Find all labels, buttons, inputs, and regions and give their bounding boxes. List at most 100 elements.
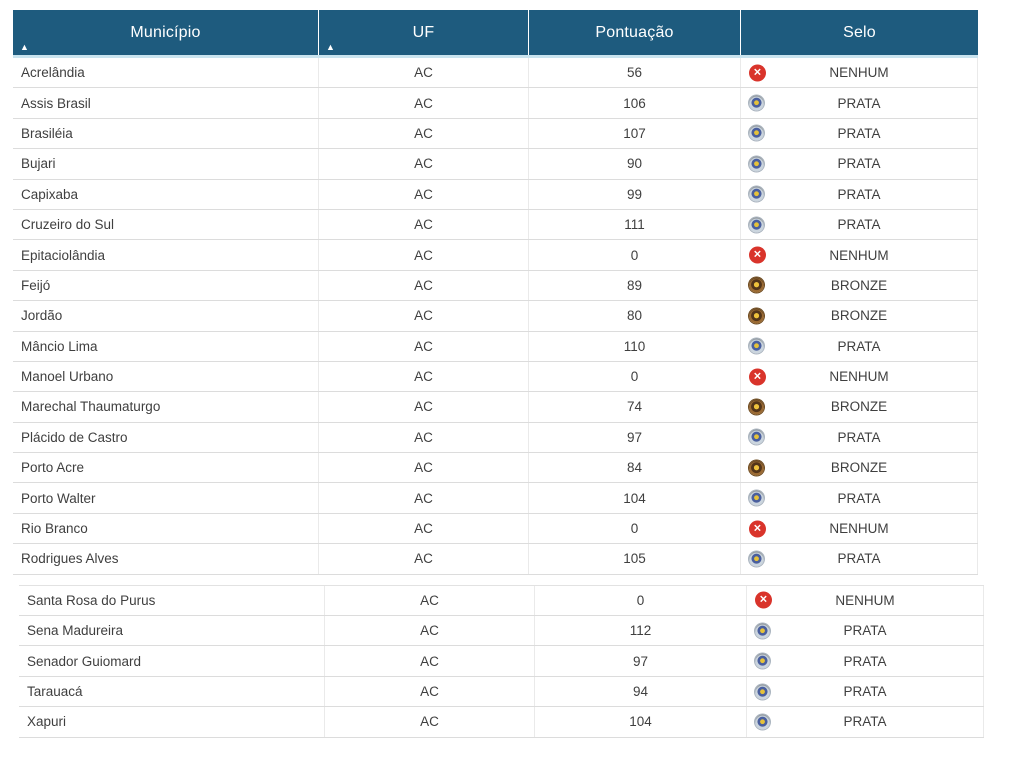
uf-cell: AC <box>318 179 528 209</box>
selo-prata-icon <box>755 714 770 730</box>
selo-label: PRATA <box>837 125 881 141</box>
column-header-label: Selo <box>843 23 876 41</box>
selo-label: PRATA <box>837 95 881 111</box>
table-row[interactable]: Marechal Thaumaturgo AC 74 BRONZE <box>13 392 978 423</box>
table-row[interactable]: Rio Branco AC 0 ✕ NENHUM <box>13 513 978 545</box>
municipality-table: Município ▲ UF ▲ Pontuação Selo Acrelând… <box>13 10 984 738</box>
pontuacao-cell: 111 <box>528 209 740 240</box>
pontuacao-cell: 0 <box>528 240 740 270</box>
municipio-cell: Brasiléia <box>21 125 73 141</box>
table-row[interactable]: Manoel Urbano AC 0 ✕ NENHUM <box>13 361 978 393</box>
pontuacao-cell: 110 <box>528 331 740 361</box>
selo-prata-icon <box>749 186 764 202</box>
pontuacao-cell: 90 <box>528 149 740 179</box>
selo-bronze-icon <box>749 460 764 476</box>
column-header-municipio[interactable]: Município ▲ <box>13 10 318 55</box>
uf-cell: AC <box>318 240 528 270</box>
uf-cell: AC <box>318 58 528 88</box>
municipio-cell: Assis Brasil <box>21 95 91 111</box>
table-row[interactable]: Plácido de Castro AC 97 PRATA <box>13 422 978 454</box>
table-row[interactable]: Sena Madureira AC 112 PRATA <box>19 616 984 647</box>
uf-cell: AC <box>318 118 528 149</box>
table-row[interactable]: Cruzeiro do Sul AC 111 PRATA <box>13 209 978 241</box>
selo-cell: BRONZE <box>740 453 978 483</box>
pontuacao-cell: 105 <box>528 544 740 574</box>
pontuacao-cell: 0 <box>534 585 746 616</box>
selo-bronze-icon <box>749 308 764 324</box>
column-header-label: Município <box>130 23 201 41</box>
selo-cell: ✕ NENHUM <box>740 513 978 544</box>
selo-cell: ✕ NENHUM <box>740 58 978 88</box>
selo-cell: BRONZE <box>740 270 978 301</box>
table-row[interactable]: Epitaciolândia AC 0 ✕ NENHUM <box>13 240 978 271</box>
selo-cell: ✕ NENHUM <box>740 240 978 270</box>
table-row[interactable]: Bujari AC 90 PRATA <box>13 149 978 180</box>
selo-label: BRONZE <box>830 460 888 476</box>
selo-cell: BRONZE <box>740 392 978 422</box>
selo-nenhum-icon: ✕ <box>749 246 766 264</box>
selo-label: BRONZE <box>830 277 888 293</box>
uf-cell: AC <box>324 585 534 616</box>
table-row[interactable]: Santa Rosa do Purus AC 0 ✕ NENHUM <box>19 584 984 617</box>
table-row[interactable]: Porto Acre AC 84 BRONZE <box>13 453 978 484</box>
table-row[interactable]: Jordão AC 80 BRONZE <box>13 301 978 332</box>
municipio-cell: Sena Madureira <box>27 623 124 639</box>
selo-label: PRATA <box>843 623 887 639</box>
table-row[interactable]: Senador Guiomard AC 97 PRATA <box>19 646 984 677</box>
table-row[interactable]: Mâncio Lima AC 110 PRATA <box>13 331 978 362</box>
uf-cell: AC <box>318 483 528 513</box>
selo-cell: PRATA <box>740 149 978 179</box>
municipio-cell: Capixaba <box>21 186 79 202</box>
table-row[interactable]: Rodrigues Alves AC 105 PRATA <box>13 544 978 575</box>
pontuacao-cell: 89 <box>528 270 740 301</box>
municipio-cell: Rodrigues Alves <box>21 551 119 567</box>
municipio-cell: Jordão <box>21 308 63 324</box>
table-row[interactable]: Porto Walter AC 104 PRATA <box>13 483 978 514</box>
uf-cell: AC <box>324 616 534 646</box>
selo-nenhum-icon: ✕ <box>749 520 766 538</box>
sort-ascending-icon: ▲ <box>20 42 30 52</box>
uf-cell: AC <box>318 513 528 544</box>
table-row[interactable]: Brasiléia AC 107 PRATA <box>13 118 978 150</box>
selo-prata-icon <box>749 125 764 141</box>
table-body-section-2: Santa Rosa do Purus AC 0 ✕ NENHUM Sena Madure… <box>19 584 984 738</box>
selo-cell: PRATA <box>746 707 984 737</box>
pontuacao-cell: 104 <box>528 483 740 513</box>
table-row[interactable]: Assis Brasil AC 106 PRATA <box>13 88 978 119</box>
uf-cell: AC <box>318 361 528 392</box>
pontuacao-cell: 104 <box>534 707 746 737</box>
table-row[interactable]: Acrelândia AC 56 ✕ NENHUM <box>13 58 978 89</box>
selo-label: NENHUM <box>835 592 895 608</box>
selo-cell: PRATA <box>746 646 984 676</box>
uf-cell: AC <box>318 209 528 240</box>
table-row[interactable]: Xapuri AC 104 PRATA <box>19 707 984 738</box>
table-header-row: Município ▲ UF ▲ Pontuação Selo <box>13 10 978 58</box>
selo-bronze-icon <box>749 277 764 293</box>
municipio-cell: Porto Walter <box>21 490 96 506</box>
selo-prata-icon <box>755 684 770 699</box>
uf-cell: AC <box>318 453 528 483</box>
municipio-cell: Feijó <box>21 277 51 293</box>
pontuacao-cell: 94 <box>534 676 746 707</box>
selo-cell: PRATA <box>746 676 984 707</box>
table-row[interactable]: Capixaba AC 99 PRATA <box>13 179 978 210</box>
column-header-pontuacao[interactable]: Pontuação <box>528 10 740 55</box>
pontuacao-cell: 97 <box>528 422 740 453</box>
column-header-selo[interactable]: Selo <box>740 10 978 55</box>
selo-cell: PRATA <box>740 209 978 240</box>
municipio-cell: Tarauacá <box>27 684 83 699</box>
selo-cell: PRATA <box>740 422 978 453</box>
column-header-uf[interactable]: UF ▲ <box>318 10 528 55</box>
uf-cell: AC <box>318 392 528 422</box>
pontuacao-cell: 0 <box>528 361 740 392</box>
table-row[interactable]: Feijó AC 89 BRONZE <box>13 270 978 302</box>
municipio-cell: Acrelândia <box>21 65 85 81</box>
table-row[interactable]: Tarauacá AC 94 PRATA <box>19 676 984 708</box>
selo-nenhum-icon: ✕ <box>749 368 766 386</box>
selo-label: BRONZE <box>830 308 888 324</box>
selo-cell: ✕ NENHUM <box>746 585 984 616</box>
selo-label: PRATA <box>837 186 881 202</box>
pontuacao-cell: 74 <box>528 392 740 422</box>
selo-label: PRATA <box>837 490 881 506</box>
pontuacao-cell: 80 <box>528 301 740 331</box>
